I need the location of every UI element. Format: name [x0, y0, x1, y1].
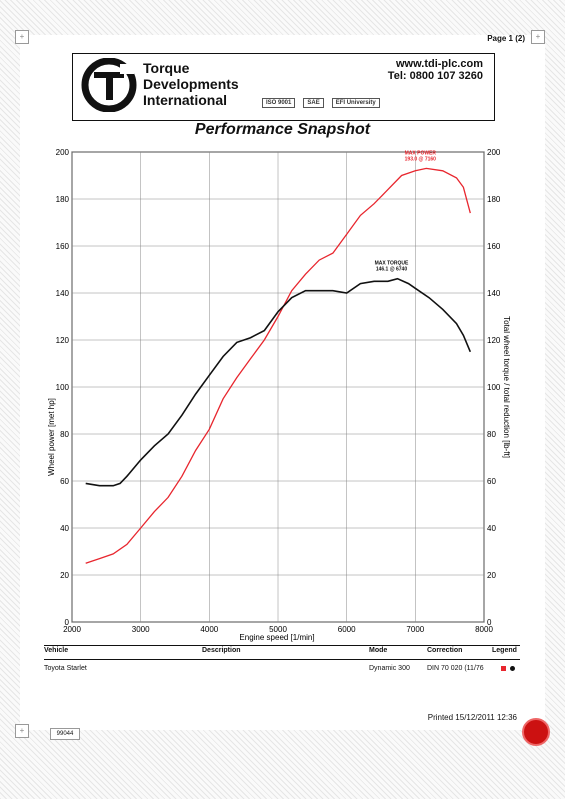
printed-timestamp: Printed 15/12/2011 12:36: [427, 713, 517, 722]
torque-annotation-value: 146.1 @ 6740: [376, 267, 408, 273]
x-tick-label: 6000: [338, 625, 356, 634]
y-tick-label: 60: [60, 477, 69, 486]
certification-logos: ISO 9001 SAE EFI University: [262, 96, 380, 110]
results-table-header: Vehicle Description Mode Correction Lege…: [44, 645, 520, 660]
y-tick-label: 200: [56, 148, 70, 157]
y2-tick-label: 120: [487, 336, 501, 345]
legend-markers: [499, 665, 515, 672]
x-axis-label: Engine speed [1/min]: [239, 633, 314, 642]
website-link[interactable]: www.tdi-plc.com: [396, 58, 483, 70]
certification-seal-icon: [522, 718, 550, 746]
y-tick-label: 180: [56, 195, 70, 204]
y2-tick-label: 100: [487, 383, 501, 392]
col-correction: Correction: [427, 647, 463, 654]
page-number: Page 1 (2): [487, 34, 525, 43]
y-tick-label: 120: [56, 336, 70, 345]
torque-annotation-title: MAX TORQUE: [375, 261, 409, 267]
torque-series-line: [85, 277, 472, 487]
power-annotation-value: 193.0 @ 7160: [405, 156, 437, 162]
company-line-3: International: [143, 92, 228, 108]
x-tick-label: 2000: [63, 625, 81, 634]
y-tick-label: 100: [56, 383, 70, 392]
phone-number: Tel: 0800 107 3260: [387, 70, 483, 82]
y2-tick-label: 160: [487, 242, 501, 251]
y2-tick-label: 180: [487, 195, 501, 204]
table-row: Toyota Starlet Dynamic 300 DIN 70 020 (1…: [44, 664, 520, 676]
vehicle-value: Toyota Starlet: [44, 665, 87, 672]
y-tick-label: 0: [65, 618, 70, 627]
col-legend: Legend: [492, 647, 517, 654]
power-legend-icon: [501, 665, 506, 671]
col-mode: Mode: [369, 647, 388, 654]
y-tick-label: 160: [56, 242, 70, 251]
cert-sae: SAE: [303, 98, 324, 108]
y2-tick-label: 20: [487, 571, 496, 580]
y2-axis-label: Total wheel torque / total reduction [lb…: [502, 316, 511, 458]
y2-tick-label: 0: [487, 618, 492, 627]
x-tick-label: 4000: [200, 625, 218, 634]
col-vehicle: Vehicle: [44, 647, 69, 654]
corner-mark-icon: +: [15, 30, 29, 44]
company-line-2: Developments: [143, 76, 239, 92]
y-tick-label: 80: [60, 430, 69, 439]
company-contact: www.tdi-plc.com Tel: 0800 107 3260: [388, 58, 483, 82]
company-line-1: Torque: [143, 60, 190, 76]
y2-tick-label: 40: [487, 524, 496, 533]
x-tick-label: 8000: [475, 625, 493, 634]
tdi-logo-icon: [81, 58, 137, 112]
cert-efi: EFI University: [331, 98, 380, 108]
y2-tick-label: 200: [487, 148, 501, 157]
y2-tick-label: 80: [487, 430, 496, 439]
record-id: 99044: [50, 728, 80, 740]
torque-legend-icon: [509, 665, 515, 671]
cert-iso: ISO 9001: [262, 98, 296, 108]
y2-tick-label: 140: [487, 289, 501, 298]
x-tick-label: 3000: [132, 625, 150, 634]
company-name: Torque Developments International: [143, 60, 239, 108]
col-description: Description: [202, 647, 241, 654]
y-axis-label: Wheel power [met hp]: [47, 398, 56, 476]
header-box: [72, 53, 495, 121]
mode-value: Dynamic 300: [369, 665, 410, 672]
power-annotation-title: MAX POWER: [405, 150, 437, 156]
y-tick-label: 20: [60, 571, 69, 580]
x-tick-label: 7000: [406, 625, 424, 634]
x-tick-label: 5000: [269, 625, 287, 634]
correction-value: DIN 70 020 (11/76: [427, 665, 484, 672]
power-series-line: [85, 167, 471, 564]
y2-tick-label: 60: [487, 477, 496, 486]
y-tick-label: 140: [56, 289, 70, 298]
report-title: Performance Snapshot: [194, 121, 371, 138]
corner-mark-icon: +: [531, 30, 545, 44]
y-tick-label: 40: [60, 524, 69, 533]
corner-mark-icon: +: [15, 724, 29, 738]
